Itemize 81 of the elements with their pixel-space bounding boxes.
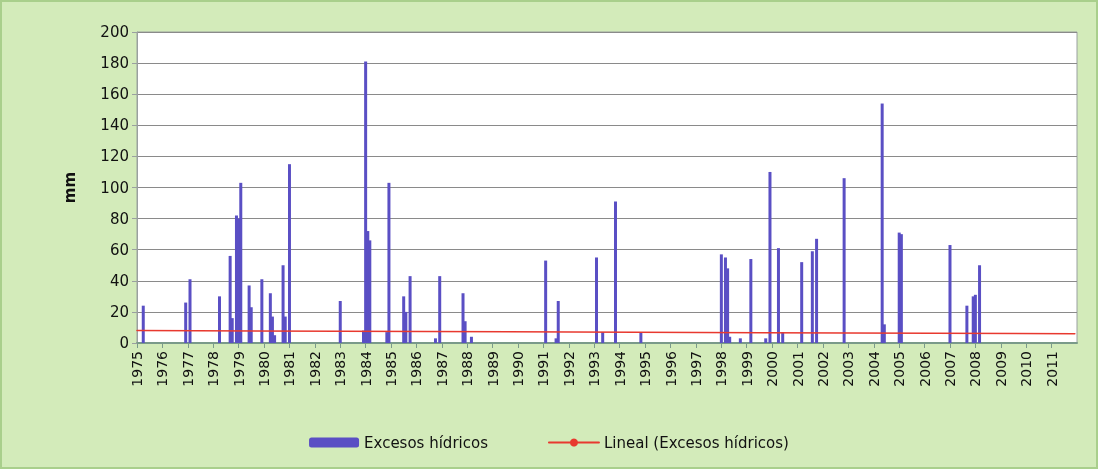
bar	[287, 164, 291, 343]
x-tick-label: 2008	[967, 351, 984, 387]
x-tick-label: 1984	[357, 350, 374, 387]
x-tick-label: 1987	[433, 351, 450, 387]
bar	[141, 305, 145, 343]
x-tick-label: 1988	[459, 351, 476, 387]
bar	[842, 178, 846, 343]
x-tick-label: 2010	[1018, 351, 1035, 387]
x-tick-label: 1991	[535, 351, 552, 387]
y-axis-title: mm	[60, 171, 79, 204]
bar	[880, 103, 884, 343]
x-tick-label: 1980	[256, 351, 273, 387]
x-tick-label: 2001	[789, 351, 806, 387]
x-tick-label: 1986	[408, 350, 425, 387]
x-tick-label: 2002	[814, 351, 831, 387]
bar	[749, 259, 753, 343]
bar	[948, 245, 952, 343]
y-tick-label: 0	[119, 334, 129, 352]
bar	[613, 201, 617, 343]
x-tick-label: 1990	[510, 351, 527, 387]
x-tick-label: 1977	[179, 351, 196, 387]
x-tick-label: 2004	[865, 350, 882, 387]
x-tick-label: 2005	[891, 351, 908, 387]
x-tick-label: 2003	[840, 351, 857, 387]
x-tick-label: 1989	[484, 351, 501, 387]
x-tick-label: 2007	[941, 351, 958, 387]
bar	[387, 182, 391, 343]
x-tick-label: 1978	[205, 351, 222, 387]
bar	[260, 279, 264, 343]
bar	[776, 248, 780, 343]
y-tick-label: 120	[100, 147, 129, 166]
x-tick-label: 1996	[662, 350, 679, 387]
x-tick-label: 2006	[916, 350, 933, 387]
x-tick-label: 1993	[586, 351, 603, 387]
bar	[768, 171, 772, 343]
x-tick-label: 1998	[713, 351, 730, 387]
y-tick-label: 60	[109, 240, 129, 259]
bar	[738, 338, 742, 343]
x-tick-label: 1981	[281, 351, 298, 387]
x-tick-label: 1979	[230, 351, 247, 387]
x-tick-label: 1983	[332, 351, 349, 387]
x-tick-label: 1997	[687, 351, 704, 387]
bar	[815, 238, 819, 343]
x-tick-label: 1985	[383, 351, 400, 387]
y-tick-label: 40	[109, 271, 129, 290]
bar	[639, 332, 643, 343]
bar	[239, 182, 243, 343]
y-tick-label: 100	[100, 178, 129, 197]
y-tick-label: 200	[100, 23, 129, 41]
y-tick-label: 80	[109, 209, 129, 228]
bar	[800, 262, 804, 343]
x-tick-label: 1976	[154, 350, 171, 387]
bar	[556, 301, 560, 343]
x-tick-label: 1975	[129, 351, 145, 387]
y-tick-label: 180	[100, 54, 129, 73]
bar	[408, 276, 412, 343]
bar	[965, 305, 969, 343]
bar	[469, 336, 473, 343]
x-tick-label: 1982	[306, 351, 323, 387]
x-tick-label: 1994	[611, 350, 628, 387]
x-tick-label: 1992	[560, 351, 577, 387]
legend-label: Lineal (Excesos hídricos)	[603, 433, 789, 452]
bar	[438, 276, 442, 343]
bar	[218, 296, 221, 343]
x-tick-label: 1999	[738, 351, 755, 387]
legend-label: Excesos hídricos	[364, 433, 489, 452]
x-tick-label: 2000	[764, 351, 781, 387]
x-tick-label: 1995	[637, 351, 654, 387]
bar	[184, 302, 188, 343]
y-tick-label: 140	[100, 116, 129, 135]
x-tick-label: 2009	[992, 351, 1009, 387]
bar	[601, 332, 605, 343]
bar	[719, 254, 723, 343]
bar	[188, 279, 192, 343]
bar	[595, 257, 598, 343]
bar	[978, 265, 982, 343]
bar	[544, 260, 548, 343]
x-tick-label: 2011	[1043, 351, 1060, 387]
y-tick-label: 20	[109, 302, 129, 321]
y-tick-label: 160	[100, 85, 129, 104]
bar	[338, 301, 342, 343]
